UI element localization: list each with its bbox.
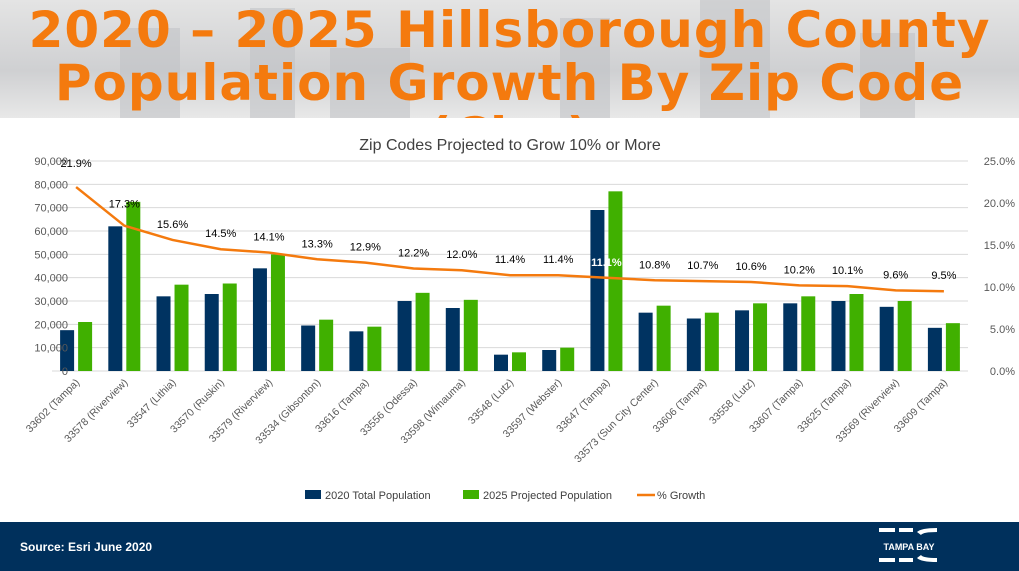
bar-2025 — [753, 303, 768, 371]
x-tick-label: 33558 (Lutz) — [707, 377, 757, 427]
source-note: Source: Esri June 2020 — [20, 540, 153, 554]
bar-2020 — [879, 306, 894, 371]
bar-2025 — [608, 191, 623, 371]
growth-data-label: 9.5% — [931, 270, 956, 282]
growth-data-label: 14.1% — [253, 232, 284, 244]
bar-2020 — [542, 350, 557, 371]
bar-2020 — [252, 268, 267, 371]
footer-bar: Source: Esri June 2020 TAMPA BAY — [0, 522, 1019, 571]
bar-2020 — [445, 308, 460, 371]
growth-data-label: 13.3% — [302, 238, 333, 250]
bar-2020 — [590, 210, 605, 371]
growth-data-label: 11.1% — [591, 257, 622, 269]
x-tick-label: 33573 (Sun City Center) — [572, 377, 661, 466]
growth-data-label: 10.6% — [735, 261, 766, 273]
y-left-tick-label: 0 — [62, 366, 68, 378]
bar-2025 — [415, 292, 430, 371]
chart-title: Zip Codes Projected to Grow 10% or More — [359, 137, 661, 154]
bar-2020 — [156, 296, 171, 371]
y-left-tick-label: 40,000 — [34, 273, 68, 285]
x-tick-label: 33547 (Lithia) — [125, 377, 179, 431]
growth-data-label: 12.0% — [446, 249, 477, 261]
y-left-tick-label: 90,000 — [34, 156, 68, 168]
bar-2025 — [512, 352, 526, 371]
growth-data-label: 10.8% — [639, 259, 670, 271]
bar-2020 — [204, 294, 219, 371]
bar-2020 — [397, 301, 412, 371]
bar-2020 — [494, 354, 508, 371]
y-right-tick-label: 10.0% — [984, 282, 1015, 294]
bar-2025 — [463, 299, 478, 371]
bar-2025 — [270, 254, 285, 371]
growth-data-label: 11.4% — [495, 254, 526, 266]
y-right-tick-label: 0.0% — [990, 366, 1015, 378]
bar-2025 — [222, 283, 237, 371]
bar-2025 — [897, 301, 912, 371]
bar-2020 — [638, 312, 653, 371]
bar-2025 — [78, 322, 93, 371]
bar-2025 — [560, 347, 575, 371]
legend-swatch — [463, 490, 479, 499]
y-left-tick-label: 80,000 — [34, 179, 68, 191]
growth-data-label: 12.9% — [350, 242, 381, 254]
bar-2020 — [108, 226, 123, 371]
growth-data-label: 10.2% — [784, 264, 815, 276]
growth-line — [75, 186, 944, 293]
legend-swatch — [305, 490, 321, 499]
y-right-tick-label: 20.0% — [984, 198, 1015, 210]
y-left-tick-label: 70,000 — [34, 203, 68, 215]
bar-2020 — [783, 303, 798, 371]
title-line-1: 2020 – 2025 Hillsborough County — [28, 1, 991, 59]
title-line-2: Population Growth By Zip Code (City) — [54, 54, 965, 119]
y-right-tick-label: 5.0% — [990, 324, 1015, 336]
growth-data-label: 21.9% — [61, 158, 92, 170]
header-banner: 2020 – 2025 Hillsborough County Populati… — [0, 0, 1019, 118]
svg-text:TAMPA BAY: TAMPA BAY — [883, 542, 934, 552]
population-growth-chart: Zip Codes Projected to Grow 10% or More … — [24, 137, 1015, 502]
y-left-tick-label: 60,000 — [34, 226, 68, 238]
bar-2025 — [126, 201, 141, 371]
bar-2025 — [174, 284, 189, 371]
bar-2020 — [686, 318, 701, 371]
bar-2025 — [801, 296, 816, 371]
y-left-tick-label: 10,000 — [34, 343, 68, 355]
y-right-tick-label: 15.0% — [984, 240, 1015, 252]
bar-2025 — [849, 294, 864, 371]
y-left-tick-label: 20,000 — [34, 319, 68, 331]
bar-2025 — [367, 326, 382, 371]
bar-2020 — [301, 325, 316, 371]
page-title: 2020 – 2025 Hillsborough County Populati… — [0, 1, 1019, 119]
x-tick-label: 33548 (Lutz) — [466, 377, 516, 427]
bar-2025 — [945, 323, 960, 371]
growth-data-label: 12.2% — [398, 248, 429, 260]
bar-2020 — [60, 330, 75, 371]
bar-2020 — [927, 327, 942, 371]
y-right-tick-label: 25.0% — [984, 156, 1015, 168]
growth-data-label: 11.4% — [543, 254, 574, 266]
growth-data-label: 9.6% — [883, 269, 908, 281]
bar-2025 — [319, 319, 334, 371]
bar-2025 — [704, 312, 719, 371]
legend-label: % Growth — [657, 490, 705, 502]
bar-2020 — [735, 310, 750, 371]
edc-tampa-bay-logo: TAMPA BAY — [879, 528, 937, 562]
growth-data-label: 15.6% — [157, 219, 188, 231]
growth-data-label: 10.1% — [832, 265, 863, 277]
growth-data-label: 17.3% — [109, 199, 140, 211]
y-left-tick-label: 30,000 — [34, 296, 68, 308]
bar-2025 — [656, 305, 671, 371]
bar-2020 — [831, 301, 846, 371]
bar-2020 — [349, 331, 364, 371]
legend-label: 2020 Total Population — [325, 490, 431, 502]
growth-data-label: 10.7% — [687, 260, 718, 272]
y-left-tick-label: 50,000 — [34, 249, 68, 261]
growth-data-label: 14.5% — [205, 228, 236, 240]
legend-label: 2025 Projected Population — [483, 490, 612, 502]
